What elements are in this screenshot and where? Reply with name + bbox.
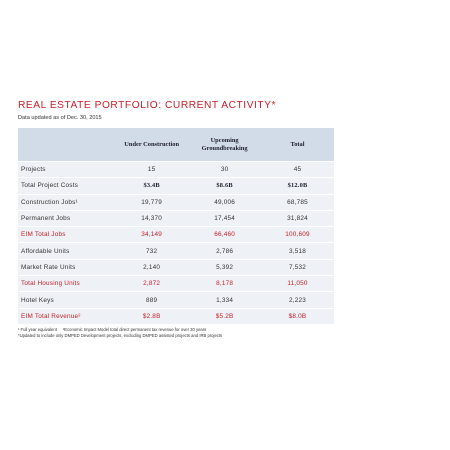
footnotes: ¹ Full year equivalent ²Economic Impact M… xyxy=(18,327,334,339)
portfolio-table: Under Construction Upcoming Groundbreaki… xyxy=(18,128,334,324)
row-label: EIM Total Jobs xyxy=(18,227,115,243)
cell-value: 11,050 xyxy=(261,276,334,292)
cell-value: 49,006 xyxy=(188,194,261,210)
cell-value: 732 xyxy=(115,243,188,259)
row-label: EIM Total Revenue² xyxy=(18,308,115,324)
cell-value: $8.6B xyxy=(188,178,261,194)
header-under-construction: Under Construction xyxy=(115,128,188,162)
page-title: REAL ESTATE PORTFOLIO: CURRENT ACTIVITY* xyxy=(18,100,334,112)
header-blank xyxy=(18,128,115,162)
row-label: Hotel Keys xyxy=(18,292,115,308)
cell-value: 8,178 xyxy=(188,276,261,292)
cell-value: $2.8B xyxy=(115,308,188,324)
cell-value: 2,140 xyxy=(115,259,188,275)
table-row: Total Housing Units 2,872 8,178 11,050 xyxy=(18,276,334,292)
table-row: Projects 15 30 45 xyxy=(18,162,334,178)
cell-value: 5,392 xyxy=(188,259,261,275)
table-row: Total Project Costs $3.4B $8.6B $12.0B xyxy=(18,178,334,194)
header-total: Total xyxy=(261,128,334,162)
table-row: EIM Total Jobs 34,149 66,460 100,609 xyxy=(18,227,334,243)
cell-value: 1,334 xyxy=(188,292,261,308)
cell-value: 66,460 xyxy=(188,227,261,243)
cell-value: 14,370 xyxy=(115,210,188,226)
row-label: Total Project Costs xyxy=(18,178,115,194)
table-row: Market Rate Units 2,140 5,392 7,532 xyxy=(18,259,334,275)
row-label: Projects xyxy=(18,162,115,178)
table-row: Construction Jobs¹ 19,779 49,006 68,785 xyxy=(18,194,334,210)
cell-value: 45 xyxy=(261,162,334,178)
portfolio-panel: REAL ESTATE PORTFOLIO: CURRENT ACTIVITY*… xyxy=(18,100,334,339)
cell-value: 19,779 xyxy=(115,194,188,210)
cell-value: $8.0B xyxy=(261,308,334,324)
cell-value: 3,518 xyxy=(261,243,334,259)
cell-value: 2,872 xyxy=(115,276,188,292)
cell-value: $3.4B xyxy=(115,178,188,194)
cell-value: 2,786 xyxy=(188,243,261,259)
row-label: Market Rate Units xyxy=(18,259,115,275)
cell-value: 31,824 xyxy=(261,210,334,226)
cell-value: 68,785 xyxy=(261,194,334,210)
cell-value: 7,532 xyxy=(261,259,334,275)
row-label: Total Housing Units xyxy=(18,276,115,292)
row-label: Affordable Units xyxy=(18,243,115,259)
footnote-line-2: *Updated to include only DMPED Developme… xyxy=(18,333,334,339)
row-label: Construction Jobs¹ xyxy=(18,194,115,210)
footnote-eim: ²Economic Impact Model total direct perm… xyxy=(63,327,206,332)
table-row: Affordable Units 732 2,786 3,518 xyxy=(18,243,334,259)
table-row: EIM Total Revenue² $2.8B $5.2B $8.0B xyxy=(18,308,334,324)
row-label: Permanent Jobs xyxy=(18,210,115,226)
table-row: Hotel Keys 889 1,334 2,223 xyxy=(18,292,334,308)
cell-value: 34,149 xyxy=(115,227,188,243)
cell-value: $5.2B xyxy=(188,308,261,324)
cell-value: 2,223 xyxy=(261,292,334,308)
cell-value: 30 xyxy=(188,162,261,178)
cell-value: 17,454 xyxy=(188,210,261,226)
footnote-full-year: ¹ Full year equivalent xyxy=(18,327,57,332)
cell-value: 15 xyxy=(115,162,188,178)
header-upcoming-groundbreaking: Upcoming Groundbreaking xyxy=(188,128,261,162)
cell-value: 100,609 xyxy=(261,227,334,243)
cell-value: 889 xyxy=(115,292,188,308)
cell-value: $12.0B xyxy=(261,178,334,194)
table-header-row: Under Construction Upcoming Groundbreaki… xyxy=(18,128,334,162)
data-updated-note: Data updated as of Dec. 30, 2015 xyxy=(18,115,334,122)
table-body: Projects 15 30 45 Total Project Costs $3.4B $8… xyxy=(18,162,334,324)
table-row: Permanent Jobs 14,370 17,454 31,824 xyxy=(18,210,334,226)
